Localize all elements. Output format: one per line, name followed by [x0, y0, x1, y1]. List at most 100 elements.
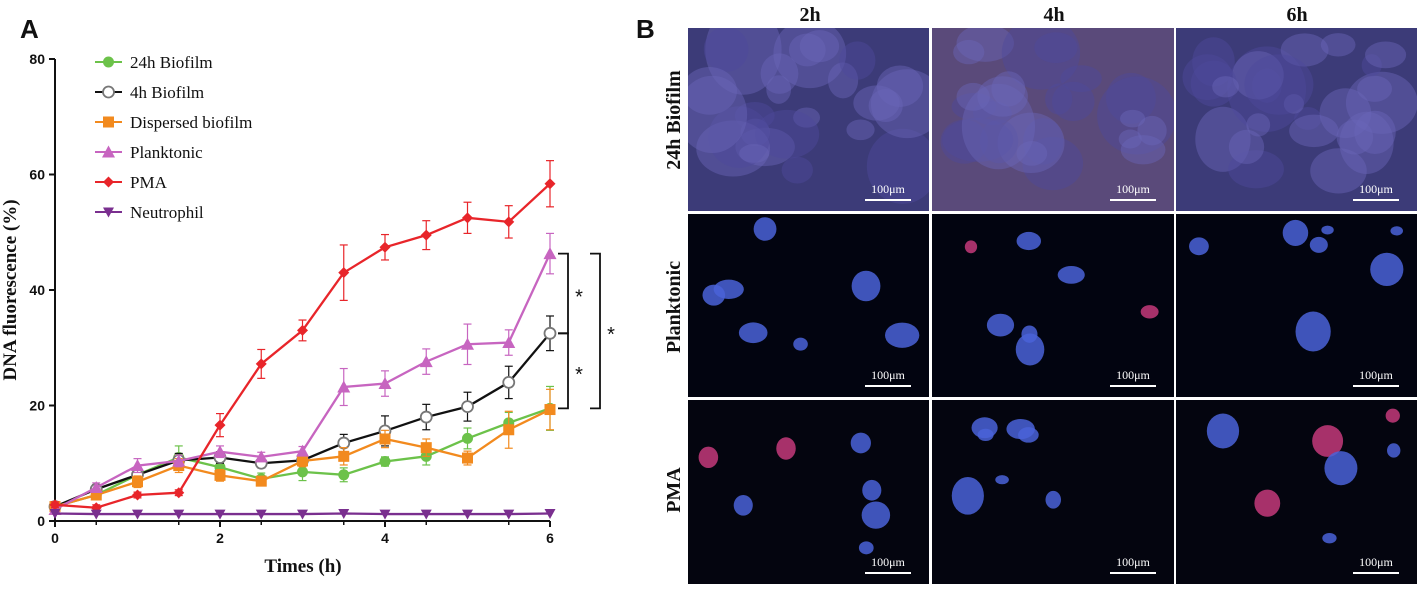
data-point — [379, 241, 391, 253]
data-point — [132, 476, 143, 488]
cell-blob — [1228, 129, 1265, 165]
cell-blob — [1339, 111, 1394, 175]
significance-bracket: * — [558, 252, 583, 335]
cell-blob — [1336, 119, 1374, 155]
cell-blob — [942, 117, 1014, 162]
cell-blob — [964, 240, 978, 254]
data-point — [420, 509, 432, 520]
data-point — [544, 404, 556, 416]
data-point — [49, 499, 61, 511]
cell-blob — [1228, 150, 1284, 189]
cell-blob — [1280, 33, 1329, 67]
scale-bar-line — [1110, 572, 1156, 574]
cell-blob — [850, 432, 871, 454]
cell-blob — [1097, 76, 1174, 155]
data-point — [338, 450, 350, 462]
chart-axes: 0 20 40 60 80 0 2 4 6 — [29, 51, 554, 546]
data-point — [338, 469, 350, 481]
micrograph-image — [1182, 33, 1417, 194]
cell-blob — [708, 106, 770, 168]
cell-blob — [1140, 305, 1159, 319]
cell-blob — [1390, 226, 1403, 236]
cell-blob — [799, 30, 840, 63]
scale-bar-line — [865, 199, 911, 201]
cell-blob — [1254, 489, 1281, 517]
y-tick-label: 80 — [29, 51, 45, 67]
data-point — [543, 247, 557, 260]
data-point — [173, 487, 185, 499]
scale-bar: 100μm — [1353, 555, 1399, 574]
cell-blob — [735, 127, 795, 167]
scale-bar-label: 100μm — [1359, 182, 1393, 196]
column-title-6h: 6h — [1286, 4, 1308, 26]
micrograph-image — [1206, 408, 1401, 544]
cell-blob — [788, 33, 826, 67]
cell-blob — [862, 479, 882, 501]
cell-blob — [1057, 266, 1085, 284]
cell-blob — [1045, 83, 1073, 115]
cell-blob — [977, 76, 1028, 117]
data-point — [503, 216, 515, 228]
series-layer — [48, 160, 557, 520]
cell-blob — [1310, 148, 1367, 194]
legend-label: PMA — [130, 173, 168, 192]
cell-blob — [1319, 88, 1372, 139]
data-point — [338, 267, 350, 279]
legend-item: Dispersed biofilm — [95, 113, 252, 132]
scale-bar-label: 100μm — [1116, 182, 1150, 196]
y-tick-label: 20 — [29, 398, 45, 414]
cell-blob — [766, 75, 792, 104]
cell-blob — [703, 28, 749, 72]
data-point — [132, 489, 143, 501]
cell-blob — [734, 101, 775, 130]
cell-blob — [1137, 115, 1167, 146]
data-point — [131, 459, 144, 472]
cell-blob — [1345, 71, 1417, 134]
data-point — [503, 509, 515, 520]
cell-blob — [776, 437, 796, 460]
scale-bar: 100μm — [1110, 182, 1156, 201]
cell-blob — [1364, 41, 1407, 69]
data-point — [378, 377, 392, 390]
cell-blob — [1295, 311, 1331, 352]
legend-marker — [102, 85, 115, 99]
cell-blob — [1206, 413, 1240, 449]
data-point — [90, 489, 102, 501]
scale-bar-line — [865, 385, 911, 387]
cell-blob — [846, 119, 875, 141]
series-planktonic — [48, 232, 557, 515]
cell-blob — [884, 322, 920, 348]
significance-bracket: * — [558, 332, 583, 410]
cell-blob — [1324, 451, 1358, 486]
cell-blob — [1294, 106, 1322, 130]
row-title-planktonic: Planktonic — [663, 260, 685, 354]
data-point — [89, 481, 103, 494]
x-tick-label: 0 — [51, 530, 59, 546]
cell-blob — [1282, 219, 1309, 246]
cell-blob — [940, 119, 988, 164]
data-point — [297, 455, 308, 467]
data-point — [214, 509, 226, 520]
cell-blob — [739, 144, 770, 163]
cell-blob — [827, 62, 859, 99]
data-point — [544, 508, 556, 519]
cell-blob — [688, 67, 737, 115]
cell-blob — [1212, 76, 1239, 98]
micrograph-pma-6h: 100μm — [1176, 400, 1417, 584]
data-point — [254, 450, 268, 463]
cell-blob — [793, 337, 808, 351]
data-point — [49, 508, 61, 519]
significance-bracket: * — [590, 252, 615, 410]
cell-blob — [1118, 129, 1142, 149]
data-point — [337, 380, 351, 393]
significance-label: * — [575, 286, 583, 308]
legend-marker — [102, 145, 115, 158]
cell-blob — [961, 83, 1036, 170]
cell-blob — [991, 71, 1026, 107]
data-point — [379, 433, 391, 445]
legend-item: 24h Biofilm — [95, 53, 213, 72]
scale-bar: 100μm — [865, 182, 911, 201]
cell-blob — [1312, 425, 1344, 457]
cell-blob — [1045, 490, 1062, 509]
data-point — [90, 502, 102, 514]
